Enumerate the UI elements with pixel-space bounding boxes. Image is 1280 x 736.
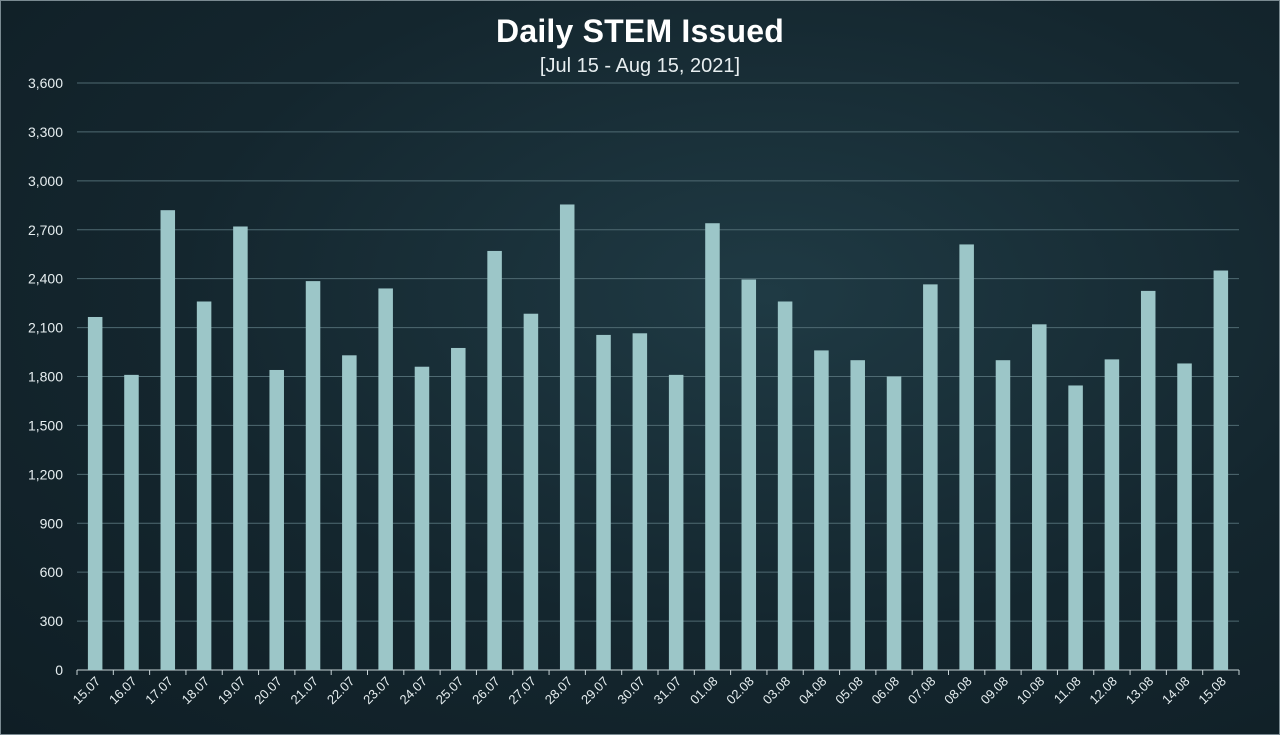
- bar: [124, 374, 139, 670]
- chart-subtitle: [Jul 15 - Aug 15, 2021]: [539, 55, 741, 77]
- x-tick-label: 06.08: [869, 674, 903, 708]
- bar: [705, 223, 720, 670]
- y-tick-label: 1,500: [28, 417, 63, 433]
- y-tick-label: 0: [55, 662, 63, 678]
- bar: [1140, 290, 1156, 670]
- x-tick-label: 18.07: [179, 674, 213, 708]
- bar: [269, 369, 284, 670]
- x-tick-label: 25.07: [433, 674, 467, 708]
- x-tick-label: 15.08: [1195, 674, 1229, 708]
- bar: [668, 374, 684, 670]
- bar: [451, 347, 466, 670]
- x-tick-label: 08.08: [941, 674, 975, 708]
- bar: [1032, 324, 1047, 670]
- y-tick-label: 2,400: [28, 271, 63, 287]
- x-tick-label: 09.08: [977, 674, 1011, 708]
- x-tick-label: 16.07: [106, 674, 140, 708]
- bar: [814, 350, 829, 670]
- y-tick-label: 3,300: [28, 124, 63, 140]
- x-tick-label: 23.07: [360, 674, 394, 708]
- x-tick-label: 27.07: [505, 674, 539, 708]
- bar: [233, 226, 248, 670]
- y-tick-label: 3,600: [28, 75, 63, 91]
- bar: [305, 281, 321, 670]
- x-tick-label: 30.07: [614, 674, 648, 708]
- x-tick-label: 20.07: [251, 674, 285, 708]
- x-tick-label: 24.07: [396, 674, 430, 708]
- bar: [850, 360, 865, 670]
- y-tick-label: 1,200: [28, 466, 63, 482]
- y-tick-label: 2,700: [28, 222, 63, 238]
- x-tick-label: 22.07: [324, 674, 358, 708]
- x-tick-label: 26.07: [469, 674, 503, 708]
- bar: [1104, 359, 1120, 670]
- bar: [196, 301, 212, 670]
- bar: [1068, 385, 1083, 670]
- y-tick-label: 1,800: [28, 369, 63, 385]
- bar: [741, 279, 757, 670]
- bar: [378, 288, 393, 670]
- bar: [523, 313, 539, 670]
- x-tick-label: 07.08: [905, 674, 939, 708]
- bar: [160, 210, 176, 670]
- x-tick-label: 31.07: [651, 674, 685, 708]
- x-tick-label: 15.07: [70, 674, 104, 708]
- bar: [1177, 363, 1192, 670]
- bar: [886, 376, 902, 670]
- x-tick-label: 11.08: [1051, 674, 1084, 707]
- bar: [414, 366, 430, 670]
- x-tick-label: 13.08: [1123, 674, 1157, 708]
- x-tick-label: 21.07: [288, 674, 322, 708]
- bar: [487, 250, 502, 671]
- x-tick-label: 19.07: [215, 674, 249, 708]
- bar: [342, 355, 357, 670]
- y-tick-label: 3,000: [28, 173, 63, 189]
- x-tick-label: 04.08: [796, 674, 830, 708]
- y-tick-label: 300: [40, 613, 64, 629]
- x-tick-label: 05.08: [832, 674, 866, 708]
- bar: [777, 301, 793, 670]
- bar: [87, 316, 103, 670]
- chart-title: Daily STEM Issued: [496, 13, 784, 49]
- x-tick-label: 01.08: [687, 674, 721, 708]
- x-tick-label: 29.07: [578, 674, 612, 708]
- bar: [923, 284, 938, 670]
- x-tick-label: 02.08: [723, 674, 757, 708]
- bar: [632, 333, 648, 670]
- y-tick-label: 900: [40, 515, 64, 531]
- x-tick-label: 17.07: [142, 674, 176, 708]
- bar: [596, 334, 611, 670]
- bar: [559, 204, 575, 671]
- x-tick-label: 03.08: [760, 674, 794, 708]
- bar: [959, 244, 974, 671]
- y-tick-label: 2,100: [28, 320, 63, 336]
- bar: [1213, 270, 1229, 670]
- x-tick-label: 10.08: [1014, 674, 1048, 708]
- x-tick-label: 12.08: [1086, 674, 1120, 708]
- x-tick-label: 14.08: [1159, 674, 1193, 708]
- x-tick-label: 28.07: [542, 674, 576, 708]
- y-tick-label: 600: [40, 564, 64, 580]
- bar: [995, 360, 1011, 670]
